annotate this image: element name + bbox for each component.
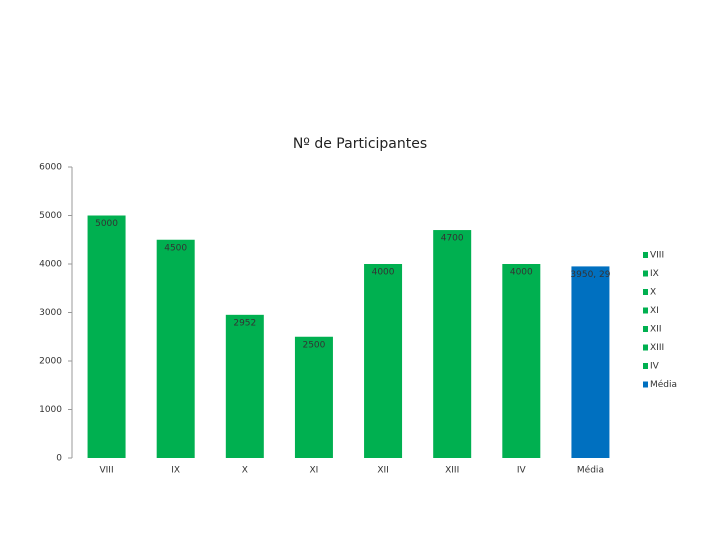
- data-label: 2952: [233, 318, 256, 328]
- bar: [156, 239, 195, 458]
- legend-label: IX: [650, 269, 659, 279]
- bar: [87, 215, 126, 458]
- legend-swatch: [643, 307, 648, 314]
- legend-label: XIII: [650, 343, 664, 353]
- x-tick-label: XI: [310, 466, 319, 476]
- legend-swatch: [643, 381, 648, 388]
- y-tick-label: 3000: [39, 308, 62, 318]
- legend-label: IV: [650, 362, 660, 372]
- x-tick-label: Média: [577, 465, 604, 476]
- data-label: 4500: [164, 243, 187, 253]
- y-tick-label: 1000: [39, 405, 62, 415]
- legend-swatch: [643, 252, 648, 258]
- legend-swatch: [643, 270, 648, 277]
- legend-label: VIII: [650, 251, 664, 261]
- chart-title: Nº de Participantes: [293, 136, 427, 152]
- bar: [502, 264, 541, 458]
- bar: [225, 314, 264, 458]
- x-tick-label: IX: [171, 466, 180, 476]
- legend-label: XII: [650, 325, 661, 335]
- legend-swatch: [643, 344, 648, 351]
- data-label: 4700: [441, 234, 464, 244]
- y-tick-label: 5000: [39, 211, 62, 221]
- data-label: 3950, 29: [570, 270, 610, 280]
- bar: [364, 264, 403, 458]
- bar: [294, 336, 333, 458]
- bar: [433, 230, 472, 458]
- legend-label: X: [650, 288, 656, 298]
- legend-label: XI: [650, 306, 659, 316]
- legend-label: Média: [650, 379, 677, 390]
- y-tick-label: 4000: [39, 260, 62, 270]
- data-label: 2500: [302, 340, 325, 350]
- y-tick-label: 0: [56, 454, 62, 464]
- y-tick-label: 2000: [39, 357, 62, 367]
- data-label: 5000: [95, 219, 118, 229]
- x-tick-label: IV: [517, 466, 527, 476]
- legend-swatch: [643, 326, 648, 332]
- x-tick-label: X: [242, 466, 248, 476]
- x-tick-label: VIII: [100, 466, 114, 476]
- x-tick-label: XIII: [445, 466, 459, 476]
- legend-swatch: [643, 289, 648, 295]
- data-label: 4000: [510, 268, 533, 278]
- legend-swatch: [643, 363, 648, 369]
- data-label: 4000: [372, 268, 395, 278]
- bar: [571, 266, 610, 458]
- y-tick-label: 6000: [39, 163, 62, 173]
- x-tick-label: XII: [377, 466, 388, 476]
